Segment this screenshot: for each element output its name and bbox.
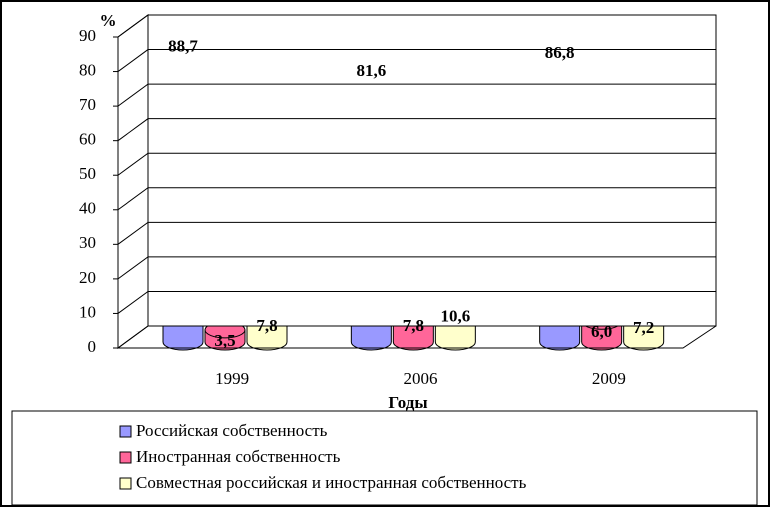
y-tick-label: 30 xyxy=(79,233,96,252)
x-axis-label: Годы xyxy=(388,393,427,412)
y-tick-label: 50 xyxy=(79,164,96,183)
legend-label: Российская собственность xyxy=(136,421,328,440)
value-label: 6,0 xyxy=(591,322,612,341)
y-tick-label: 70 xyxy=(79,95,96,114)
y-tick-label: 20 xyxy=(79,268,96,287)
grid-line xyxy=(117,14,716,38)
legend-swatch xyxy=(119,425,132,438)
legend-label: Совместная российская и иностранная собс… xyxy=(136,473,527,492)
grid-line xyxy=(117,290,716,314)
y-tick-label: 40 xyxy=(79,199,96,218)
value-label: 88,7 xyxy=(168,36,198,55)
grid-line xyxy=(117,118,716,142)
value-label: 86,8 xyxy=(545,43,575,62)
y-tick-label: 10 xyxy=(79,302,96,321)
y-tick-label: 90 xyxy=(79,26,96,45)
x-tick-label: 1999 xyxy=(215,369,249,388)
floor xyxy=(118,325,717,349)
x-tick-label: 2009 xyxy=(592,369,626,388)
grid-line xyxy=(117,187,716,211)
back-wall xyxy=(147,14,717,327)
y-tick-label: 80 xyxy=(79,60,96,79)
value-label: 7,2 xyxy=(633,318,654,337)
grid-line xyxy=(117,221,716,245)
legend-swatch xyxy=(119,451,132,464)
x-tick-label: 2006 xyxy=(404,369,438,388)
value-label: 81,6 xyxy=(356,61,386,80)
grid-line xyxy=(117,325,716,349)
grid-line xyxy=(117,83,716,107)
value-label: 10,6 xyxy=(440,306,470,325)
legend xyxy=(11,410,758,506)
legend-swatch xyxy=(119,477,132,490)
legend-label: Иностранная собственность xyxy=(136,447,341,466)
grid-line xyxy=(117,256,716,280)
y-tick-label: 60 xyxy=(79,130,96,149)
y-axis-label: % xyxy=(100,11,117,30)
grid-line xyxy=(117,152,716,176)
value-label: 7,8 xyxy=(403,316,424,335)
grid-line xyxy=(117,49,716,72)
value-label: 3,5 xyxy=(214,331,235,350)
value-label: 7,8 xyxy=(256,316,277,335)
y-tick-label: 0 xyxy=(88,337,97,356)
